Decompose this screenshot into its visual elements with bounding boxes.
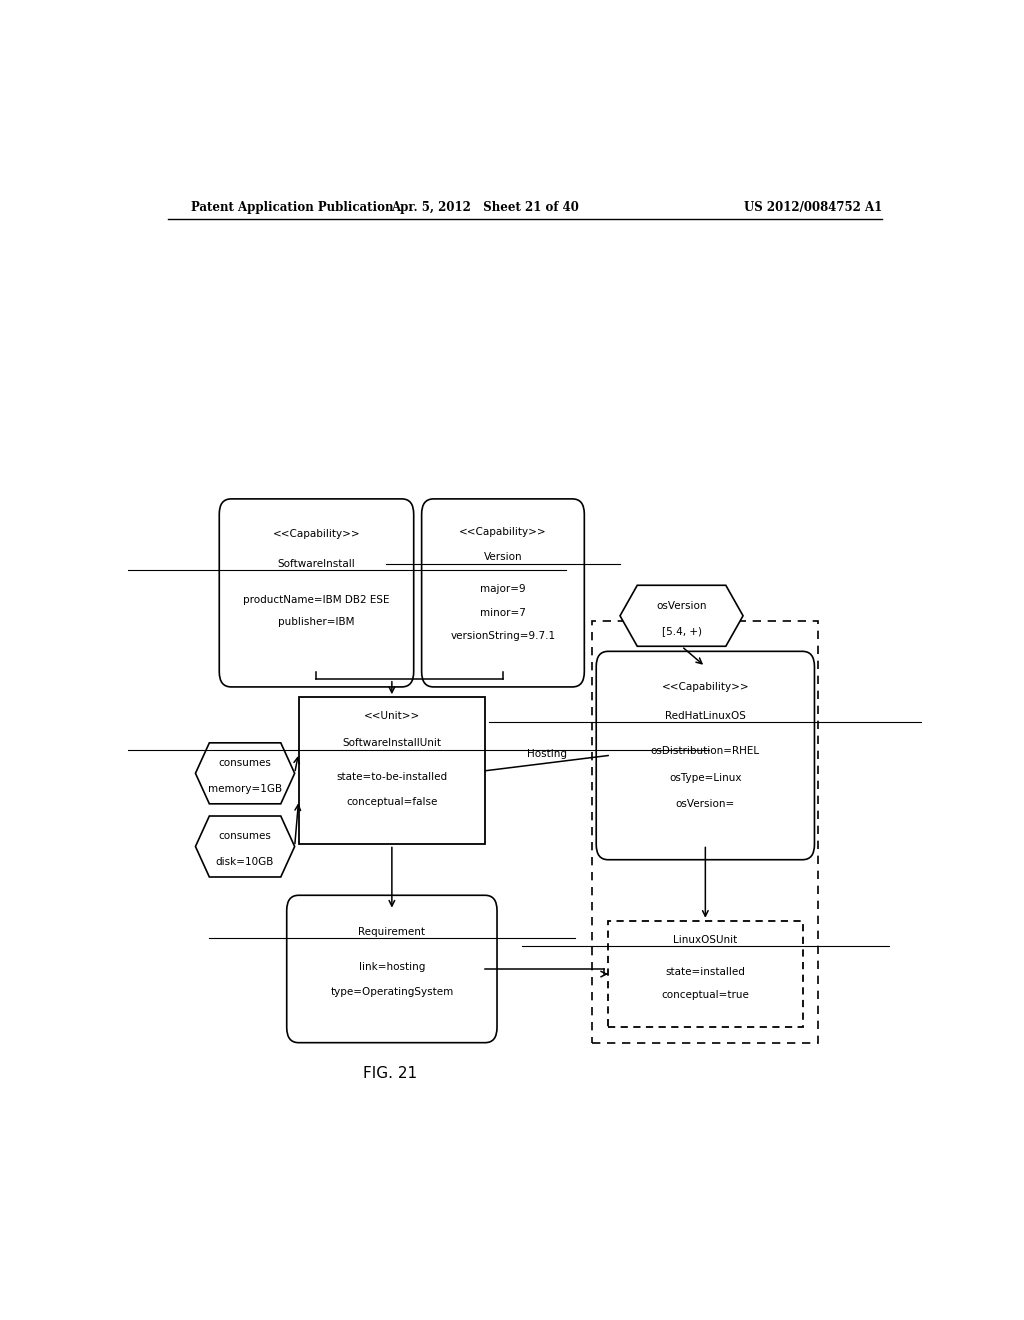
- Polygon shape: [620, 585, 743, 647]
- Text: productName=IBM DB2 ESE: productName=IBM DB2 ESE: [244, 595, 390, 605]
- Text: type=OperatingSystem: type=OperatingSystem: [331, 987, 454, 998]
- Text: RedHatLinuxOS: RedHatLinuxOS: [665, 710, 745, 721]
- Text: osVersion=: osVersion=: [676, 800, 735, 809]
- Text: disk=10GB: disk=10GB: [216, 857, 274, 867]
- Text: US 2012/0084752 A1: US 2012/0084752 A1: [743, 201, 882, 214]
- Text: SoftwareInstallUnit: SoftwareInstallUnit: [342, 738, 441, 748]
- Text: consumes: consumes: [218, 758, 271, 768]
- FancyBboxPatch shape: [299, 697, 485, 845]
- Text: LinuxOSUnit: LinuxOSUnit: [673, 935, 737, 945]
- FancyBboxPatch shape: [287, 895, 497, 1043]
- Text: state=to-be-installed: state=to-be-installed: [336, 772, 447, 781]
- FancyBboxPatch shape: [608, 921, 803, 1027]
- Text: memory=1GB: memory=1GB: [208, 784, 283, 793]
- Polygon shape: [196, 743, 295, 804]
- Text: <<Capability>>: <<Capability>>: [662, 681, 750, 692]
- Text: link=hosting: link=hosting: [358, 962, 425, 972]
- Text: <<Unit>>: <<Unit>>: [364, 711, 420, 721]
- Text: Version: Version: [483, 553, 522, 562]
- Text: Patent Application Publication: Patent Application Publication: [191, 201, 394, 214]
- Text: SoftwareInstall: SoftwareInstall: [278, 558, 355, 569]
- Text: FIG. 21: FIG. 21: [362, 1065, 417, 1081]
- Text: <<Capability>>: <<Capability>>: [272, 529, 360, 540]
- FancyBboxPatch shape: [592, 620, 818, 1043]
- Text: Hosting: Hosting: [526, 748, 566, 759]
- Text: publisher=IBM: publisher=IBM: [279, 618, 354, 627]
- Text: major=9: major=9: [480, 583, 525, 594]
- Text: Requirement: Requirement: [358, 927, 425, 937]
- Text: <<Capability>>: <<Capability>>: [459, 527, 547, 537]
- Text: minor=7: minor=7: [480, 607, 526, 618]
- FancyBboxPatch shape: [422, 499, 585, 686]
- Text: osDistribution=RHEL: osDistribution=RHEL: [651, 746, 760, 756]
- Text: consumes: consumes: [218, 832, 271, 841]
- Text: conceptual=false: conceptual=false: [346, 797, 437, 808]
- Text: osType=Linux: osType=Linux: [669, 772, 741, 783]
- Text: state=installed: state=installed: [666, 968, 745, 977]
- FancyBboxPatch shape: [219, 499, 414, 686]
- FancyBboxPatch shape: [596, 651, 814, 859]
- Text: osVersion: osVersion: [656, 601, 707, 611]
- Polygon shape: [196, 816, 295, 876]
- Text: [5.4, +): [5.4, +): [662, 626, 701, 636]
- Text: versionString=9.7.1: versionString=9.7.1: [451, 631, 556, 642]
- Text: conceptual=true: conceptual=true: [662, 990, 750, 1001]
- Text: Apr. 5, 2012   Sheet 21 of 40: Apr. 5, 2012 Sheet 21 of 40: [391, 201, 579, 214]
